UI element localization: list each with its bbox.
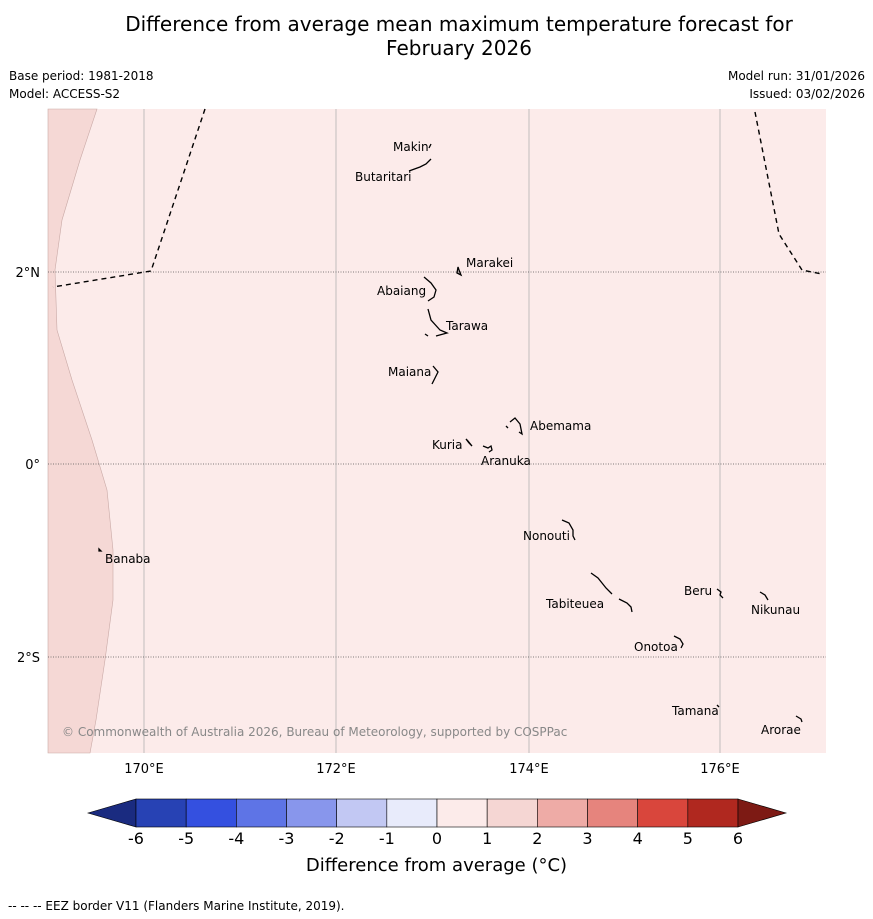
colorbar-segment bbox=[537, 798, 588, 828]
issued-date: Issued: 03/02/2026 bbox=[749, 87, 865, 101]
colorbar-segment bbox=[687, 798, 739, 828]
island-shape-aranuka bbox=[482, 444, 493, 453]
colorbar-tick-label: -2 bbox=[329, 829, 345, 848]
island-label-maiana: Maiana bbox=[388, 365, 431, 379]
lon-label-174: 174°E bbox=[509, 762, 549, 777]
anomaly-band-west bbox=[47, 108, 114, 754]
lat-label-0: 0° bbox=[25, 458, 40, 473]
title-line-2: February 2026 bbox=[386, 36, 532, 60]
colorbar-tick-label: 0 bbox=[432, 829, 442, 848]
island-label-nonouti: Nonouti bbox=[523, 529, 570, 543]
colorbar-tick-label: -6 bbox=[128, 829, 144, 848]
island-shape-tarawa bbox=[427, 308, 449, 337]
island-label-abaiang: Abaiang bbox=[377, 284, 426, 298]
colorbar-tick-label: -1 bbox=[379, 829, 395, 848]
island-shape-abemama bbox=[509, 417, 523, 436]
lat-label-2s: 2°S bbox=[17, 651, 40, 666]
colorbar-segment bbox=[587, 798, 638, 828]
colorbar-tick-label: -4 bbox=[228, 829, 244, 848]
colorbar-tick-label: 4 bbox=[633, 829, 643, 848]
colorbar-segment bbox=[486, 798, 538, 828]
colorbar-tick-label: -5 bbox=[178, 829, 194, 848]
island-label-tarawa: Tarawa bbox=[445, 319, 488, 333]
lon-label-176: 176°E bbox=[700, 762, 740, 777]
colorbar: -6 -5 -4 -3 -2 -1 0 1 2 3 4 5 6 bbox=[86, 798, 788, 848]
island-shape-makin bbox=[428, 143, 432, 149]
lat-axis-labels: 2°N 0° 2°S bbox=[16, 266, 41, 666]
lon-axis-labels: 170°E 172°E 174°E 176°E bbox=[124, 762, 740, 777]
island-shape-tarawa-west bbox=[424, 333, 429, 337]
island-shape-arorae bbox=[795, 715, 803, 723]
island-shape-tabiteuea-n bbox=[590, 572, 613, 595]
island-label-nikunau: Nikunau bbox=[751, 603, 800, 617]
island-label-kuria: Kuria bbox=[432, 438, 463, 452]
island-shape-tabiteuea-s bbox=[618, 598, 633, 613]
model-name: Model: ACCESS-S2 bbox=[9, 87, 121, 101]
island-label-arorae: Arorae bbox=[761, 723, 801, 737]
island-label-abemama: Abemama bbox=[530, 419, 591, 433]
island-shape-banaba bbox=[98, 547, 103, 552]
eez-legend-footer: -- -- -- EEZ border V11 (Flanders Marine… bbox=[8, 899, 345, 913]
title-line-1: Difference from average mean maximum tem… bbox=[125, 12, 793, 36]
colorbar-segment bbox=[135, 798, 187, 828]
eez-border bbox=[52, 108, 823, 288]
colorbar-segment bbox=[336, 798, 388, 828]
copyright-notice: © Commonwealth of Australia 2026, Bureau… bbox=[62, 725, 567, 739]
island-shape-marakei bbox=[456, 266, 463, 277]
island-labels: Makin Butaritari Marakei Abaiang Tarawa … bbox=[105, 140, 801, 737]
lat-label-2n: 2°N bbox=[16, 266, 41, 281]
colorbar-segment bbox=[386, 798, 438, 828]
meta-right: Model run: 31/01/2026 Issued: 03/02/2026 bbox=[728, 67, 865, 103]
lon-label-170: 170°E bbox=[124, 762, 164, 777]
colorbar-tick-label: 3 bbox=[582, 829, 592, 848]
colorbar-segment bbox=[236, 798, 287, 828]
island-shape-kuria bbox=[465, 438, 473, 447]
colorbar-segment bbox=[286, 798, 337, 828]
island-shape-nikunau bbox=[759, 591, 769, 601]
base-period: Base period: 1981-2018 bbox=[9, 69, 154, 83]
island-outlines bbox=[98, 143, 803, 723]
model-run: Model run: 31/01/2026 bbox=[727, 69, 865, 83]
island-label-marakei: Marakei bbox=[466, 256, 513, 270]
eez-border-east bbox=[754, 111, 823, 275]
meta-left: Base period: 1981-2018 Model: ACCESS-S2 bbox=[9, 67, 154, 103]
map-panel bbox=[48, 109, 826, 753]
colorbar-tick-label: 1 bbox=[482, 829, 492, 848]
eez-border-west bbox=[52, 108, 206, 288]
colorbar-segment bbox=[637, 798, 689, 828]
island-shape-tamana bbox=[716, 704, 720, 708]
colorbar-tick-label: 5 bbox=[683, 829, 693, 848]
lon-label-172: 172°E bbox=[316, 762, 356, 777]
colorbar-segment bbox=[185, 798, 237, 828]
island-label-banaba: Banaba bbox=[105, 552, 151, 566]
island-shape-abaiang bbox=[423, 276, 437, 302]
parallels bbox=[48, 271, 826, 658]
colorbar-extend-high bbox=[737, 798, 788, 828]
island-label-beru: Beru bbox=[684, 584, 712, 598]
colorbar-tick-label: 2 bbox=[532, 829, 542, 848]
island-label-onotoa: Onotoa bbox=[634, 640, 678, 654]
island-label-tamana: Tamana bbox=[671, 704, 719, 718]
map-title: Difference from average mean maximum tem… bbox=[0, 12, 873, 60]
colorbar-tick-label: -3 bbox=[279, 829, 295, 848]
colorbar-label: Difference from average (°C) bbox=[305, 855, 568, 876]
island-shape-beru bbox=[716, 588, 724, 599]
colorbar-extend-low bbox=[86, 798, 137, 828]
island-label-aranuka: Aranuka bbox=[481, 454, 531, 468]
island-label-makin: Makin bbox=[393, 140, 429, 154]
graticule bbox=[143, 109, 721, 753]
colorbar-tick-label: 6 bbox=[733, 829, 743, 848]
island-label-tabiteuea: Tabiteuea bbox=[545, 597, 604, 611]
colorbar-segment bbox=[436, 798, 488, 828]
island-shape-nonouti bbox=[561, 519, 576, 541]
island-shape-abemama-w bbox=[505, 425, 509, 429]
island-shape-maiana bbox=[431, 365, 439, 385]
island-shape-onotoa bbox=[673, 635, 684, 649]
island-shape-butaritari bbox=[408, 158, 432, 172]
island-label-butaritari: Butaritari bbox=[355, 170, 412, 184]
